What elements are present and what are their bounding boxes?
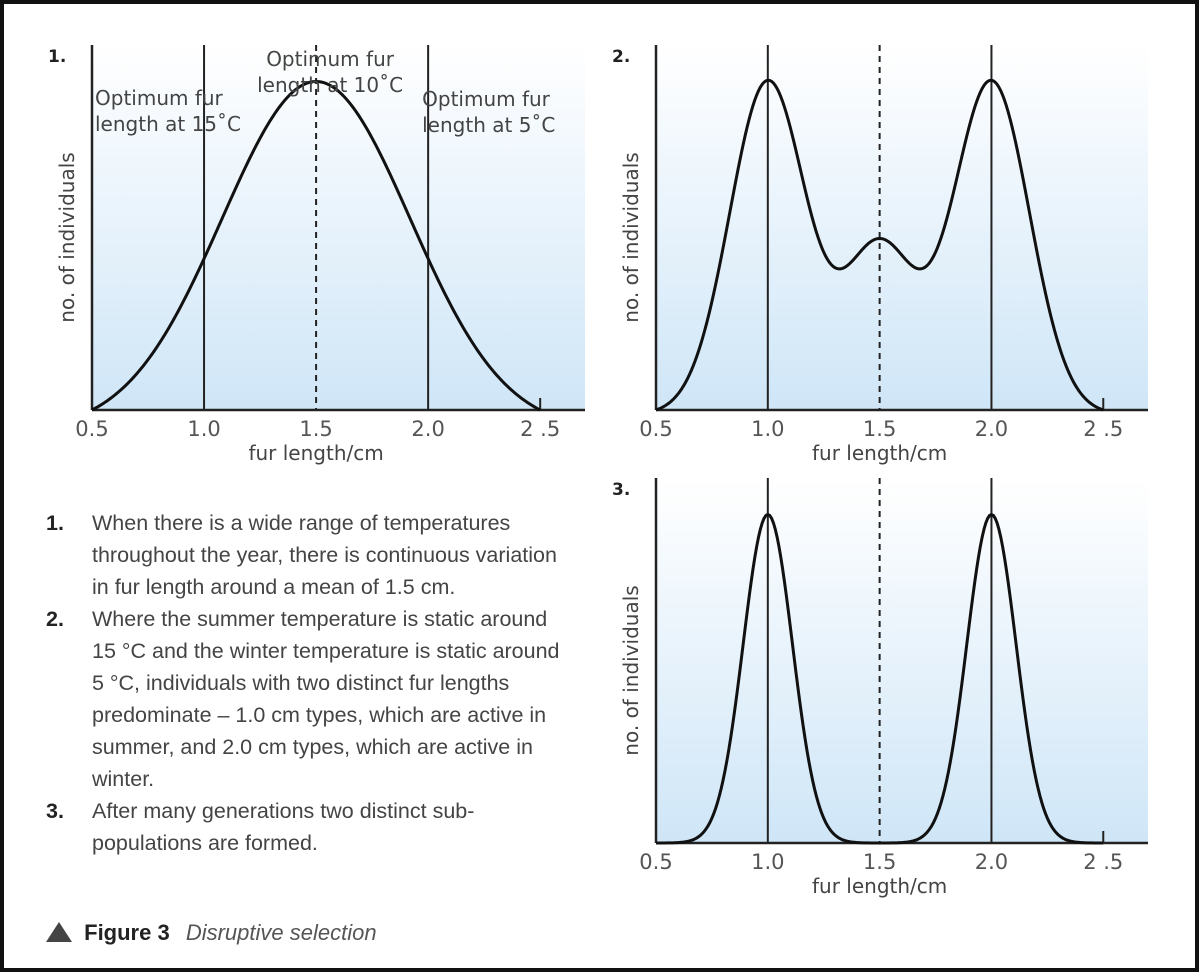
annotation-label: Optimum fur xyxy=(95,86,224,110)
chart-panel-2: 0.5 1.0 1.5 2.0 2 .5 fur length/cm no. of indi… xyxy=(612,45,1148,465)
x-axis-label: fur length/cm xyxy=(812,441,947,465)
x-axis-label: fur length/cm xyxy=(248,441,383,465)
x-tick-label: 2 .5 xyxy=(1083,850,1123,874)
distribution-curve xyxy=(91,79,541,412)
x-tick-label: 2.0 xyxy=(975,850,1008,874)
caption-label: Figure 3 xyxy=(84,920,170,945)
x-tick-label: 2.0 xyxy=(975,417,1008,441)
distribution-curve xyxy=(655,78,1104,412)
note-number: 1. xyxy=(46,511,64,535)
panel-number: 3. xyxy=(612,480,630,500)
triangle-icon xyxy=(46,922,72,942)
note-number: 2. xyxy=(46,607,64,631)
x-tick-label: 1.5 xyxy=(863,417,896,441)
annotation-label: length at 15˚C xyxy=(95,112,241,136)
panel-number: 2. xyxy=(612,47,630,67)
x-tick-label: 2 .5 xyxy=(520,417,560,441)
distribution-curve xyxy=(656,512,1104,845)
x-tick-label: 0.5 xyxy=(75,417,108,441)
chart-panel-1: 0.5 1.0 1.5 2.0 2 .5 fur length/cm no. of indi… xyxy=(48,45,585,465)
note-text: Where the summer temperature is static a… xyxy=(92,607,560,791)
annotation-label: length at 10˚C xyxy=(257,73,403,97)
note-item-2: 2. Where the summer temperature is stati… xyxy=(46,603,566,795)
caption-title: Disruptive selection xyxy=(185,920,377,945)
y-axis-label: no. of individuals xyxy=(55,152,79,322)
x-tick-label: 1.0 xyxy=(751,417,784,441)
x-tick-label: 2.0 xyxy=(411,417,444,441)
plot-area xyxy=(92,45,585,410)
y-axis-label: no. of individuals xyxy=(619,152,643,322)
y-axis-label: no. of individuals xyxy=(619,585,643,755)
figure-caption: Figure 3 Disruptive selection xyxy=(46,920,377,946)
x-tick-label: 0.5 xyxy=(639,850,672,874)
note-number: 3. xyxy=(46,799,64,823)
note-item-3: 3. After many generations two distinct s… xyxy=(46,795,566,859)
panel-number: 1. xyxy=(48,47,66,67)
note-text: When there is a wide range of temperatur… xyxy=(92,511,557,599)
x-tick-label: 1.0 xyxy=(751,850,784,874)
plot-area xyxy=(656,45,1148,410)
annotation-label: Optimum fur xyxy=(422,87,551,111)
explanatory-notes: 1. When there is a wide range of tempera… xyxy=(46,507,566,859)
chart-panel-3: 0.5 1.0 1.5 2.0 2 .5 fur length/cm no. of indi… xyxy=(612,478,1148,898)
x-axis-label: fur length/cm xyxy=(812,874,947,898)
x-tick-label: 1.0 xyxy=(187,417,220,441)
x-tick-label: 2 .5 xyxy=(1083,417,1123,441)
x-tick-label: 1.5 xyxy=(299,417,332,441)
x-tick-label: 1.5 xyxy=(863,850,896,874)
annotation-label: length at 5˚C xyxy=(422,113,555,137)
x-tick-label: 0.5 xyxy=(639,417,672,441)
annotation-label: Optimum fur xyxy=(266,47,395,71)
note-item-1: 1. When there is a wide range of tempera… xyxy=(46,507,566,603)
note-text: After many generations two distinct sub-… xyxy=(92,799,475,855)
plot-area xyxy=(656,478,1148,843)
